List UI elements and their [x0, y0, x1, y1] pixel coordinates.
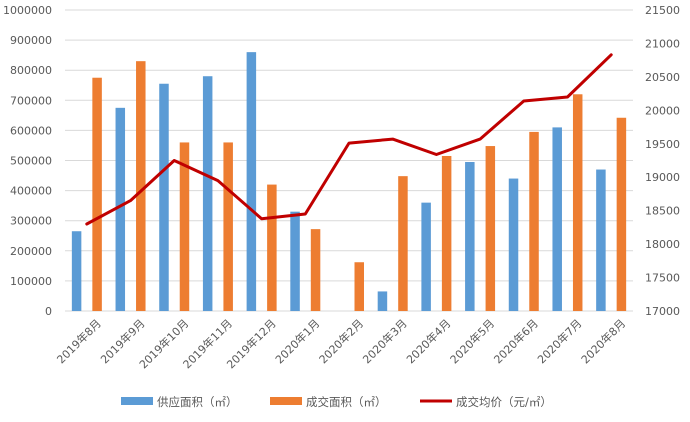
right-tick-label: 17500	[645, 272, 680, 285]
x-tick-label: 2020年4月	[403, 316, 453, 366]
right-tick-label: 21000	[645, 37, 680, 50]
legend-swatch-supply	[121, 397, 153, 405]
x-tick-label: 2020年2月	[316, 316, 366, 366]
x-tick-label: 2019年8月	[54, 316, 104, 366]
x-tick-label: 2020年8月	[578, 316, 628, 366]
left-tick-label: 700000	[10, 94, 52, 107]
left-tick-label: 100000	[10, 275, 52, 288]
deal-bar	[92, 77, 102, 311]
legend-label-price: 成交均价（元/㎡）	[456, 395, 552, 409]
x-axis: 2019年8月2019年9月2019年10月2019年11月2019年12月20…	[54, 316, 629, 371]
x-tick-label: 2020年5月	[447, 316, 497, 366]
supply-bar	[508, 178, 519, 311]
left-tick-label: 900000	[10, 34, 52, 47]
deal-bar	[441, 155, 452, 311]
x-tick-label: 2020年6月	[491, 316, 541, 366]
legend-swatch-deal	[270, 397, 302, 405]
x-tick-label: 2020年1月	[272, 316, 322, 366]
legend: 供应面积（㎡） 成交面积（㎡） 成交均价（元/㎡）	[121, 395, 552, 409]
deal-bar	[398, 176, 408, 311]
supply-bar	[552, 127, 562, 311]
supply-bar	[115, 107, 126, 311]
right-tick-label: 18000	[645, 238, 680, 251]
right-tick-label: 18500	[645, 205, 680, 218]
left-tick-label: 400000	[10, 185, 52, 198]
left-tick-label: 0	[45, 305, 52, 318]
supply-bar	[71, 231, 82, 311]
supply-bar	[159, 83, 169, 312]
supply-bar	[421, 202, 431, 311]
left-tick-label: 600000	[10, 124, 52, 137]
legend-label-deal: 成交面积（㎡）	[306, 395, 387, 409]
bars	[71, 52, 627, 312]
supply-bar	[202, 76, 213, 311]
left-tick-label: 800000	[10, 64, 52, 77]
deal-bar	[529, 131, 539, 311]
left-tick-label: 300000	[10, 215, 52, 228]
left-tick-label: 1000000	[3, 4, 52, 17]
right-tick-label: 17000	[645, 305, 680, 318]
deal-bar	[310, 229, 321, 311]
supply-bar	[596, 169, 606, 311]
right-tick-label: 19000	[645, 171, 680, 184]
deal-bar	[223, 142, 233, 311]
deal-bar	[616, 117, 627, 312]
left-tick-label: 500000	[10, 155, 52, 168]
price-line	[85, 53, 613, 226]
gridlines	[65, 9, 633, 312]
supply-bar	[377, 291, 388, 311]
right-tick-label: 19500	[645, 138, 680, 151]
deal-bar	[179, 142, 190, 311]
x-tick-label: 2020年3月	[360, 316, 410, 366]
supply-bar	[246, 52, 257, 311]
left-axis: 0 100000 200000 300000 400000 500000 600000 700…	[3, 4, 52, 318]
deal-bar	[485, 146, 496, 311]
right-tick-label: 21500	[645, 4, 680, 17]
supply-bar	[290, 211, 300, 311]
deal-bar	[572, 94, 583, 311]
deal-bar	[136, 61, 146, 311]
deal-bar	[354, 262, 364, 311]
deal-bar	[267, 184, 277, 311]
right-tick-label: 20500	[645, 71, 680, 84]
right-axis: 17000 17500 18000 18500 19000 19500 20000 20500…	[645, 4, 680, 318]
right-tick-label: 20000	[645, 104, 680, 117]
legend-label-supply: 供应面积（㎡）	[157, 395, 238, 409]
price-line-path	[85, 53, 613, 226]
left-tick-label: 200000	[10, 245, 52, 258]
supply-bar	[465, 162, 475, 311]
x-tick-label: 2020年7月	[534, 316, 584, 366]
